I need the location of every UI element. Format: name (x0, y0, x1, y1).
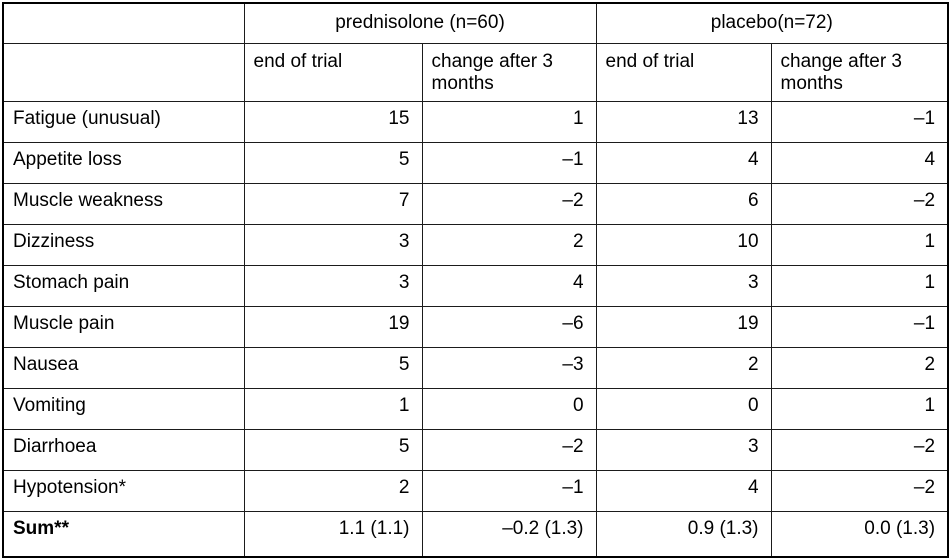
value-cell: 10 (595, 224, 772, 267)
value-cell: 3 (243, 265, 423, 308)
value-cell: –1 (421, 142, 597, 185)
value-cell: 4 (595, 470, 772, 513)
value-cell: –2 (421, 183, 597, 226)
value-cell: –6 (421, 306, 597, 349)
row-dizziness: Dizziness 3 2 10 1 (2, 224, 949, 267)
row-muscle-pain: Muscle pain 19 –6 19 –1 (2, 306, 949, 349)
value-cell: 1 (770, 224, 949, 267)
value-cell: 1 (243, 388, 423, 431)
row-label-cell: Diarrhoea (2, 429, 245, 472)
row-label-cell: Hypotension* (2, 470, 245, 513)
sub-header-prednisolone-change: change after 3 months (421, 42, 597, 103)
value-cell: –3 (421, 347, 597, 390)
value-cell: 2 (595, 347, 772, 390)
sub-header-placebo-end-of-trial: end of trial (595, 42, 772, 103)
row-label-cell: Fatigue (unusual) (2, 101, 245, 144)
value-cell: 3 (243, 224, 423, 267)
sub-header-row: end of trial change after 3 months end o… (2, 42, 949, 103)
sum-label-cell: Sum** (2, 511, 245, 558)
sub-header-placebo-change: change after 3 months (770, 42, 949, 103)
sum-value-cell: 0.9 (1.3) (595, 511, 772, 558)
sum-value-cell: 0.0 (1.3) (770, 511, 949, 558)
value-cell: 3 (595, 429, 772, 472)
value-cell: 4 (770, 142, 949, 185)
row-muscle-weakness: Muscle weakness 7 –2 6 –2 (2, 183, 949, 226)
value-cell: 1 (770, 388, 949, 431)
row-fatigue: Fatigue (unusual) 15 1 13 –1 (2, 101, 949, 144)
row-label-cell: Nausea (2, 347, 245, 390)
value-cell: 3 (595, 265, 772, 308)
row-sum: Sum** 1.1 (1.1) –0.2 (1.3) 0.9 (1.3) 0.0… (2, 511, 949, 558)
value-cell: 13 (595, 101, 772, 144)
row-label-cell: Stomach pain (2, 265, 245, 308)
value-cell: 4 (421, 265, 597, 308)
value-cell: 6 (595, 183, 772, 226)
sum-value-cell: 1.1 (1.1) (243, 511, 423, 558)
row-label-cell: Appetite loss (2, 142, 245, 185)
group-header-placebo: placebo(n=72) (595, 2, 949, 44)
value-cell: 5 (243, 142, 423, 185)
row-hypotension: Hypotension* 2 –1 4 –2 (2, 470, 949, 513)
group-header-row: prednisolone (n=60) placebo(n=72) (2, 2, 949, 44)
row-diarrhoea: Diarrhoea 5 –2 3 –2 (2, 429, 949, 472)
value-cell: –2 (421, 429, 597, 472)
value-cell: –1 (421, 470, 597, 513)
value-cell: 19 (243, 306, 423, 349)
value-cell: –1 (770, 306, 949, 349)
value-cell: 4 (595, 142, 772, 185)
sub-header-prednisolone-end-of-trial: end of trial (243, 42, 423, 103)
row-vomiting: Vomiting 1 0 0 1 (2, 388, 949, 431)
sum-value-cell: –0.2 (1.3) (421, 511, 597, 558)
value-cell: 5 (243, 429, 423, 472)
value-cell: 2 (770, 347, 949, 390)
row-label-cell: Dizziness (2, 224, 245, 267)
value-cell: 7 (243, 183, 423, 226)
value-cell: –2 (770, 429, 949, 472)
value-cell: 15 (243, 101, 423, 144)
value-cell: 2 (421, 224, 597, 267)
value-cell: –1 (770, 101, 949, 144)
row-label-cell: Muscle pain (2, 306, 245, 349)
value-cell: 1 (421, 101, 597, 144)
value-cell: 0 (421, 388, 597, 431)
row-appetite-loss: Appetite loss 5 –1 4 4 (2, 142, 949, 185)
value-cell: –2 (770, 470, 949, 513)
row-nausea: Nausea 5 –3 2 2 (2, 347, 949, 390)
value-cell: 1 (770, 265, 949, 308)
value-cell: 19 (595, 306, 772, 349)
value-cell: –2 (770, 183, 949, 226)
row-label-cell: Vomiting (2, 388, 245, 431)
row-label-cell: Muscle weakness (2, 183, 245, 226)
value-cell: 2 (243, 470, 423, 513)
value-cell: 5 (243, 347, 423, 390)
group-header-prednisolone: prednisolone (n=60) (243, 2, 597, 44)
value-cell: 0 (595, 388, 772, 431)
corner-cell (2, 42, 245, 103)
corner-cell (2, 2, 245, 44)
row-stomach-pain: Stomach pain 3 4 3 1 (2, 265, 949, 308)
